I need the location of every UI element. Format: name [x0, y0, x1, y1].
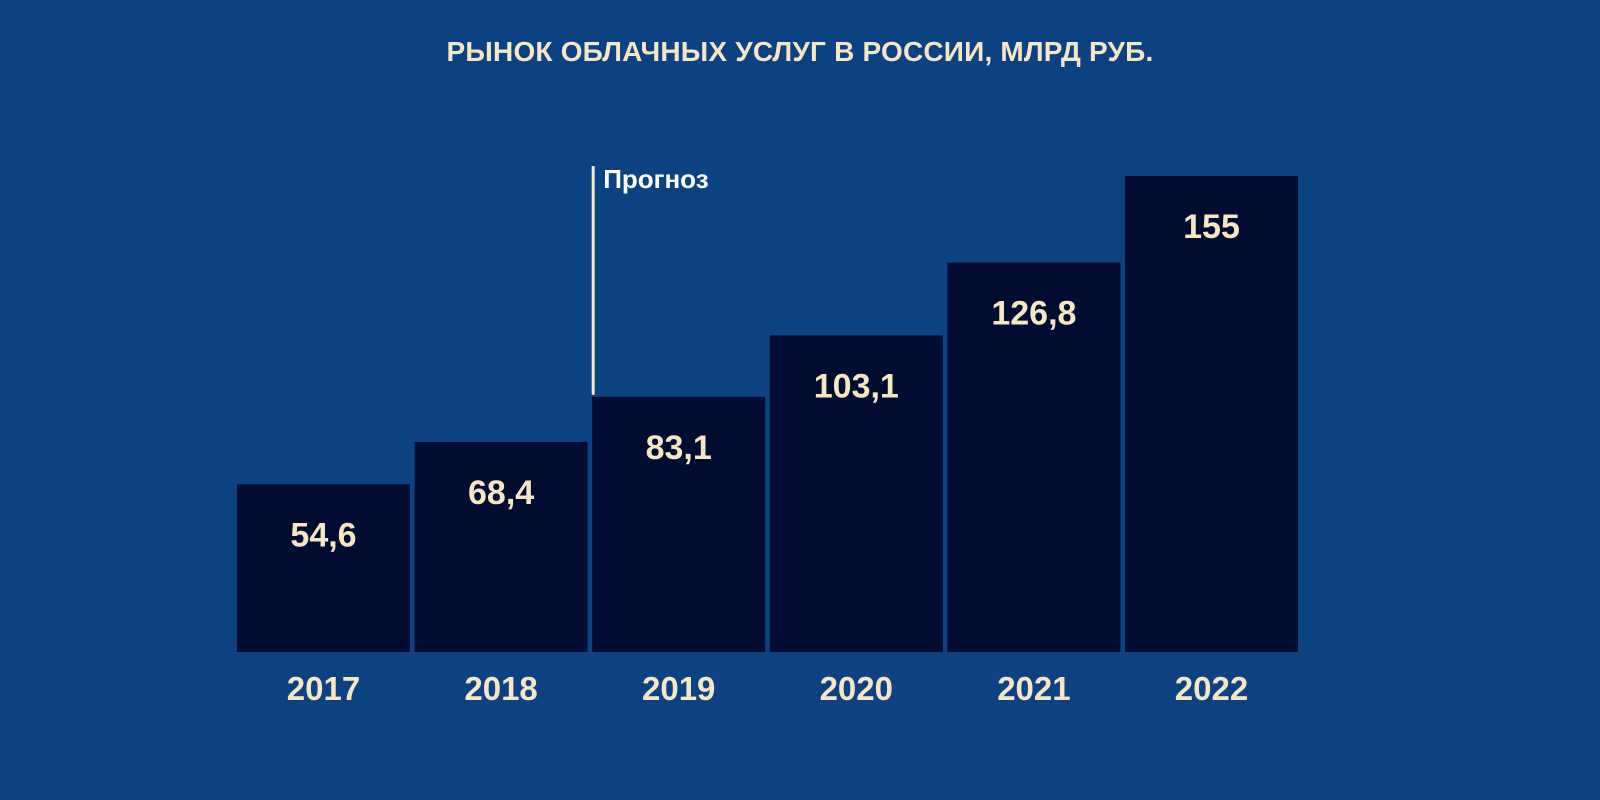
value-label-2020: 103,1 [814, 367, 899, 405]
bar-group-2021: 126,8 2021 [947, 262, 1121, 707]
x-tick-label-2022: 2022 [1175, 670, 1248, 707]
bar-2018 [414, 441, 588, 652]
bar-2019 [592, 396, 766, 652]
x-tick-label-2021: 2021 [997, 670, 1070, 707]
bar-group-2022: 155 2022 [1125, 176, 1298, 707]
bar-2021 [947, 262, 1121, 652]
bar-2020 [769, 335, 943, 652]
chart-title: РЫНОК ОБЛАЧНЫХ УСЛУГ В РОССИИ, МЛРД РУБ. [446, 36, 1154, 67]
x-tick-label-2020: 2020 [820, 670, 893, 707]
bar-group-2018: 68,4 2018 [414, 441, 588, 707]
value-label-2021: 126,8 [991, 295, 1076, 333]
x-tick-label-2017: 2017 [287, 670, 360, 707]
bar-2022 [1125, 176, 1298, 652]
bar-group-2020: 103,1 2020 [769, 335, 943, 707]
bar-group-2019: 83,1 2019 [592, 396, 766, 707]
value-label-2017: 54,6 [290, 516, 356, 554]
bar-2017 [237, 484, 410, 652]
forecast-label: Прогноз [603, 164, 709, 194]
value-label-2022: 155 [1183, 208, 1240, 246]
bar-group-2017: 54,6 2017 [237, 484, 410, 707]
x-tick-label-2019: 2019 [642, 670, 715, 707]
value-label-2019: 83,1 [646, 429, 712, 467]
x-tick-label-2018: 2018 [464, 670, 537, 707]
value-label-2018: 68,4 [468, 474, 534, 512]
